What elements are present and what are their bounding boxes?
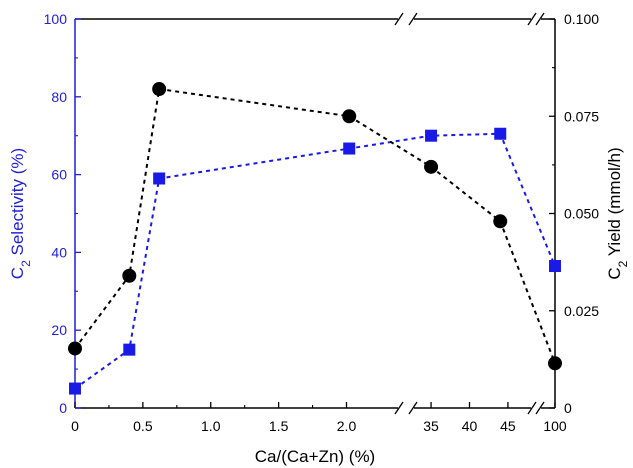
axis-break-mark [408,401,418,415]
x-tick-label: 1.5 [269,418,289,434]
x-axis-title: Ca/(Ca+Zn) (%) [255,447,375,466]
selectivity-point [69,382,81,395]
chart-series-lines [74,87,556,390]
axis-break-mark [527,401,537,415]
x-tick-label: 1.0 [201,418,221,434]
x-tick-label: 2.0 [337,418,357,434]
yield-point [68,341,82,356]
y-right-axis-title: C2 Yield (mmol/h) [605,147,630,279]
x-tick-label: 0.5 [133,418,153,434]
selectivity-point [425,129,438,142]
selectivity-point [153,172,166,185]
axis-break-mark [527,12,537,26]
chart-axes [74,12,556,415]
y-right-tick-label: 0.075 [564,108,599,124]
y-left-axis-title: C2 Selectivity (%) [8,148,33,279]
yield-point [122,268,137,283]
yield-point [548,356,562,371]
yield-point [424,159,439,174]
yield-point [342,109,357,124]
series-line-c2-yield [74,87,556,364]
y-left-tick-label: 20 [51,322,67,338]
selectivity-point [343,142,356,155]
axis-break-mark [535,12,545,26]
axis-break-mark [408,12,418,26]
yield-point [152,82,167,97]
x-tick-label: 35 [423,418,439,434]
selectivity-point [549,260,561,273]
x-tick-label: 40 [462,418,478,434]
selectivity-point [494,127,507,140]
y-left-tick-label: 40 [51,244,67,260]
y-right-tick-label: 0.100 [564,11,599,27]
y-right-tick-label: 0.025 [564,303,599,319]
x-tick-label: 100 [543,418,567,434]
axis-break-mark [394,12,404,26]
yield-point [493,214,508,229]
axis-break-mark [535,401,545,415]
chart-markers [68,82,562,395]
axis-break-mark [394,401,404,415]
y-left-tick-label: 0 [59,400,67,416]
y-right-tick-label: 0.050 [564,206,599,222]
x-tick-label: 0 [71,418,79,434]
x-tick-label: 45 [500,418,516,434]
chart-labels: 0 0.5 1.0 1.5 2.0 35 40 45 100 0 20 40 60 80 100 0 0.025… [8,11,630,466]
selectivity-point [123,343,136,356]
y-left-tick-label: 60 [51,167,67,183]
y-right-tick-label: 0 [564,400,572,416]
series-line-c2-selectivity [74,132,556,390]
y-left-tick-label: 80 [51,89,67,105]
y-left-tick-label: 100 [44,11,68,27]
